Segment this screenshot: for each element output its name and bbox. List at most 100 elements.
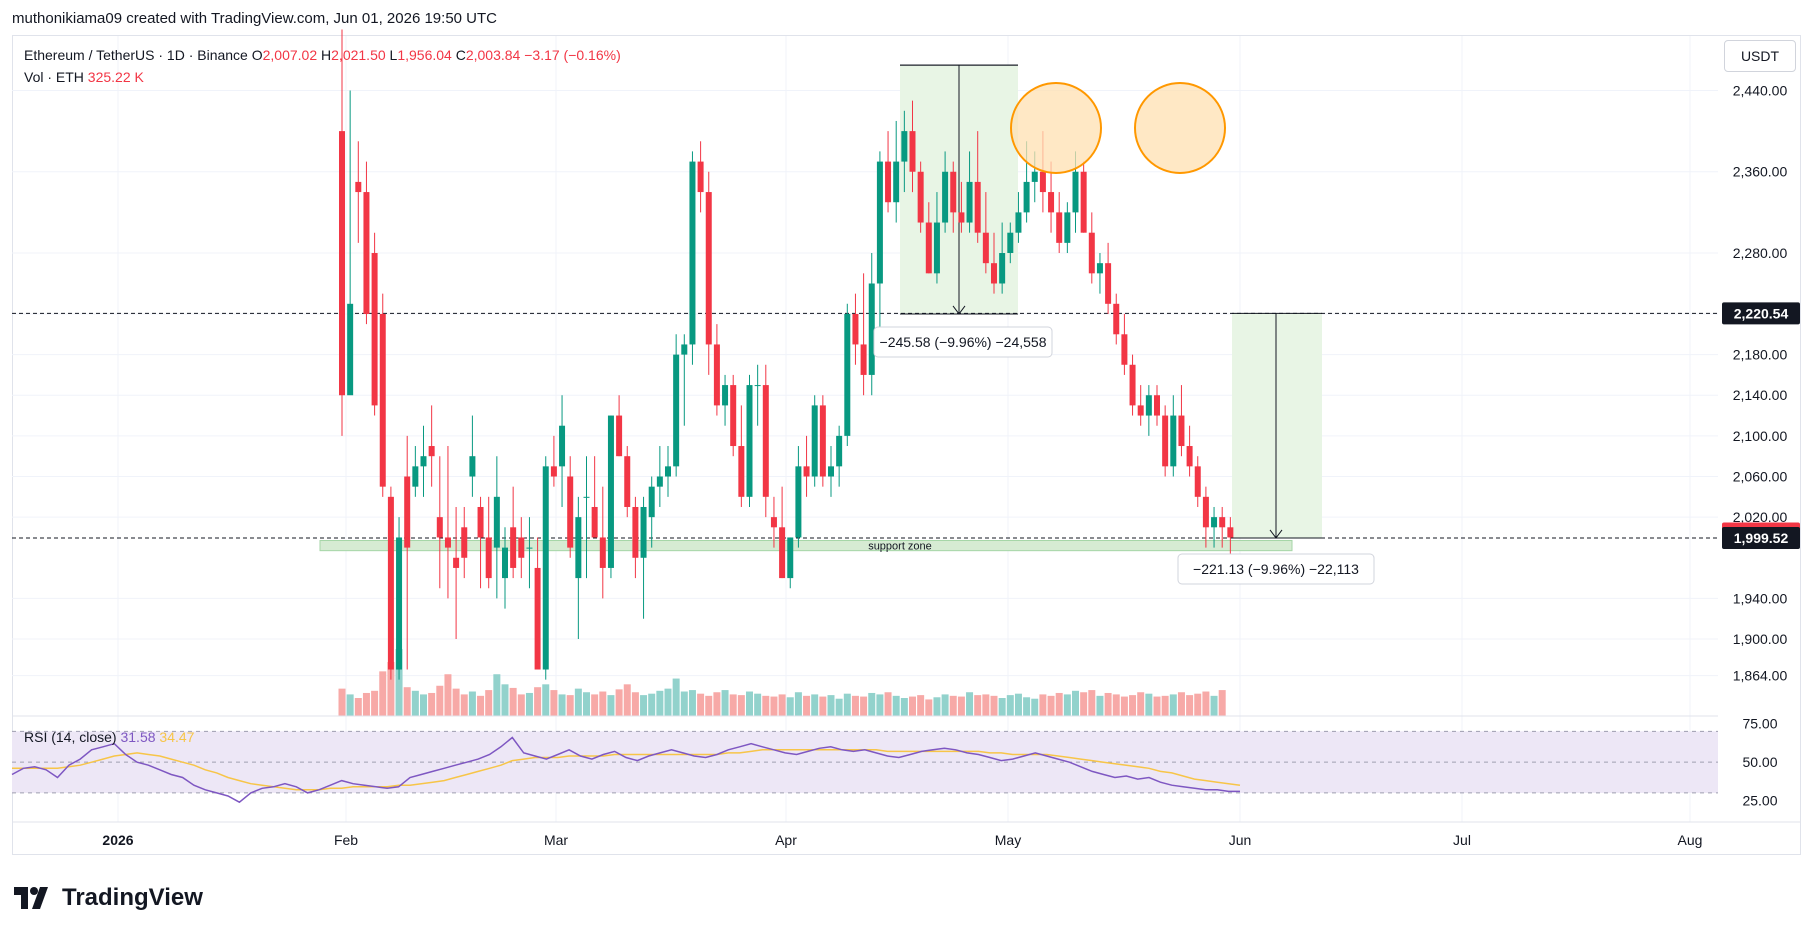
candle-body	[510, 527, 517, 568]
volume-bar	[1177, 692, 1185, 716]
volume-bar	[1129, 695, 1137, 716]
volume-bar	[534, 687, 542, 716]
volume-bar	[1153, 696, 1161, 716]
candles	[339, 29, 1234, 680]
candle-body	[673, 354, 680, 467]
candle-body	[787, 537, 794, 579]
volume-bar	[966, 692, 974, 716]
rsi-y-tick-label: 75.00	[1742, 716, 1777, 732]
change-value: −3.17 (−0.16%)	[524, 47, 621, 63]
candle-body	[1145, 395, 1152, 416]
candle-body	[705, 192, 712, 345]
volume-value: 325.22 K	[87, 69, 144, 85]
candle-body	[420, 456, 427, 467]
x-tick-label: Jul	[1453, 832, 1471, 848]
volume-bar	[754, 693, 762, 716]
volume-bar	[949, 695, 957, 716]
volume-bar	[558, 694, 566, 716]
volume-bar	[803, 695, 811, 716]
candle-body	[363, 192, 370, 314]
candle-body	[754, 385, 761, 387]
volume-bar	[892, 695, 900, 716]
x-tick-label: Feb	[334, 832, 358, 848]
candle-body	[624, 456, 631, 507]
volume-bar	[851, 695, 859, 716]
x-tick-label: Apr	[775, 832, 797, 848]
candle-body	[1186, 446, 1193, 467]
volume-label[interactable]: Vol · ETH	[24, 69, 84, 85]
volume-bar	[1210, 695, 1218, 716]
candle-body	[1121, 334, 1128, 365]
candle-body	[599, 537, 606, 568]
high-value: 2,021.50	[331, 47, 386, 63]
y-tick-label: 1,864.00	[1733, 668, 1788, 684]
candle-body	[526, 547, 533, 549]
candle-body	[860, 344, 867, 375]
volume-bar	[737, 695, 745, 716]
candle-body	[575, 517, 582, 579]
y-tick-label: 2,060.00	[1733, 469, 1788, 485]
volume-bar	[395, 649, 403, 716]
open-value: 2,007.02	[262, 47, 318, 63]
candle-body	[713, 344, 720, 406]
volume-bar	[517, 694, 525, 716]
candle-body	[477, 506, 484, 538]
volume-bar	[623, 684, 631, 716]
volume-bar	[436, 685, 444, 716]
currency-unit-button[interactable]: USDT	[1724, 40, 1796, 72]
symbol-name[interactable]: Ethereum / TetherUS · 1D · Binance	[24, 47, 248, 63]
candle-body	[795, 466, 802, 538]
volume-bar	[1145, 693, 1153, 716]
volume-bar	[444, 674, 452, 716]
volume-bar	[387, 662, 395, 716]
candle-body	[493, 496, 500, 548]
volume-bar	[420, 694, 427, 716]
volume-bar	[876, 694, 884, 716]
candle-body	[656, 476, 663, 487]
candle-body	[746, 385, 753, 497]
tradingview-logo-icon	[14, 887, 48, 909]
candle-body	[616, 415, 623, 457]
volume-bar	[509, 687, 517, 716]
volume-bar	[566, 695, 574, 716]
volume-bar	[868, 692, 876, 716]
tradingview-logo[interactable]: TradingView	[14, 884, 203, 912]
volume-bar	[1112, 694, 1120, 716]
candle-body	[632, 506, 639, 558]
candle-body	[1056, 212, 1063, 243]
volume-bar	[900, 698, 908, 716]
volume-bar	[477, 695, 485, 716]
candle-body	[453, 557, 460, 568]
volume-bar	[1104, 692, 1112, 716]
candle-body	[901, 131, 908, 162]
candle-body	[559, 425, 566, 467]
volume-bar	[1161, 695, 1169, 716]
rsi-ma-value: 34.47	[159, 729, 194, 745]
volume-bar	[819, 696, 827, 716]
candle-body	[999, 253, 1006, 284]
chart-frame[interactable]	[12, 35, 1801, 855]
candle-body	[550, 466, 557, 477]
candle-body	[689, 161, 696, 345]
volume-bar	[338, 688, 346, 716]
volume-bar	[1137, 692, 1145, 716]
candle-body	[966, 181, 973, 223]
candle-body	[836, 435, 843, 467]
candle-body	[1015, 212, 1022, 233]
candle-body	[1023, 181, 1030, 213]
volume-bar	[884, 692, 892, 716]
rsi-legend: RSI (14, close) 31.58 34.47	[24, 729, 195, 745]
volume-bar	[1063, 694, 1071, 716]
volume-bar	[346, 694, 354, 716]
volume-bar	[501, 684, 509, 716]
volume-bar	[933, 697, 941, 716]
volume-bar	[493, 674, 501, 716]
candle-body	[665, 466, 671, 477]
price-tag	[1722, 526, 1800, 549]
volume-bar	[786, 697, 794, 716]
rsi-ma-line	[12, 749, 1241, 791]
candle-body	[730, 385, 737, 447]
open-label: O	[251, 47, 263, 63]
volume-bar	[794, 692, 802, 716]
